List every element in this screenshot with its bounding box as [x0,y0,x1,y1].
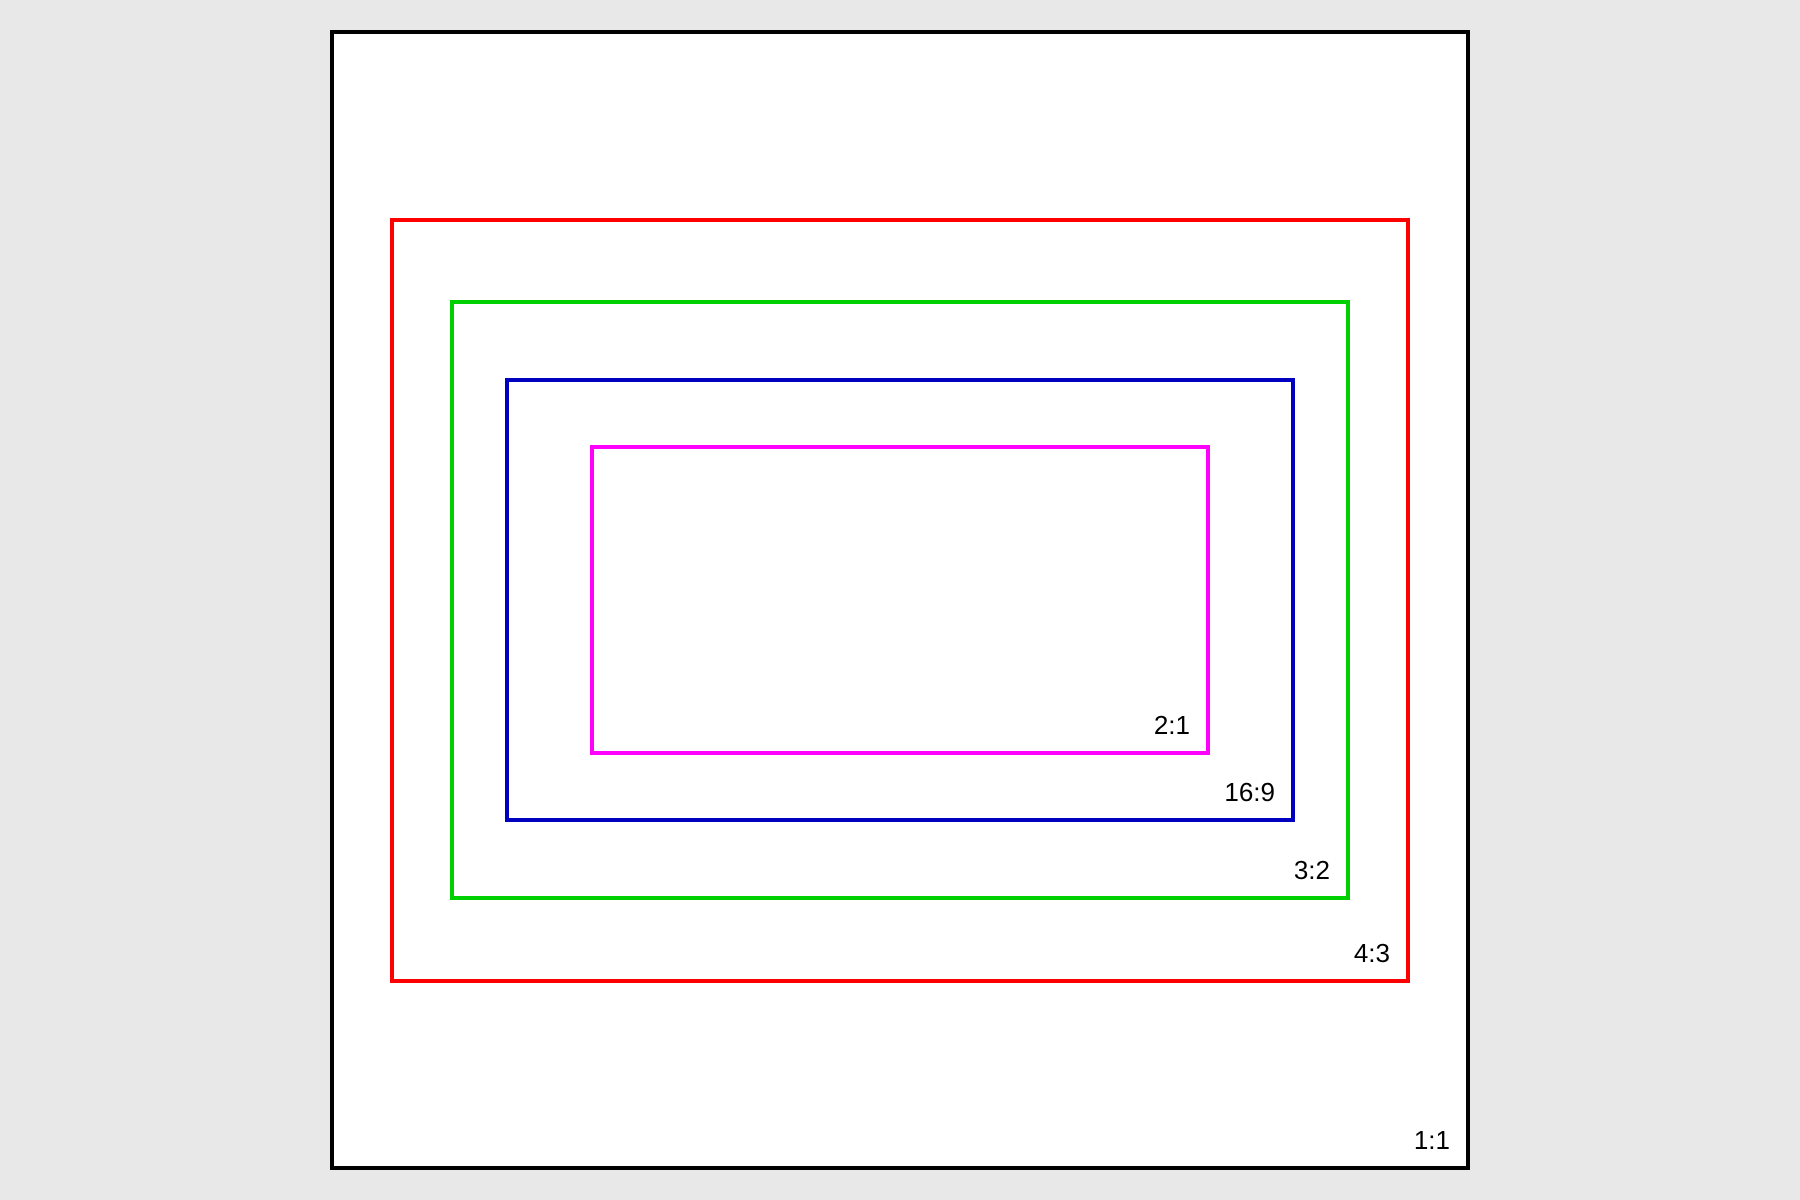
rect-2-1 [590,445,1210,755]
label-1-1: 1:1 [1414,1125,1450,1156]
label-2-1: 2:1 [1154,710,1190,741]
label-4-3: 4:3 [1354,938,1390,969]
label-3-2: 3:2 [1294,855,1330,886]
label-16-9: 16:9 [1224,777,1275,808]
aspect-ratio-diagram: 1:1 4:3 3:2 16:9 2:1 [330,30,1470,1170]
